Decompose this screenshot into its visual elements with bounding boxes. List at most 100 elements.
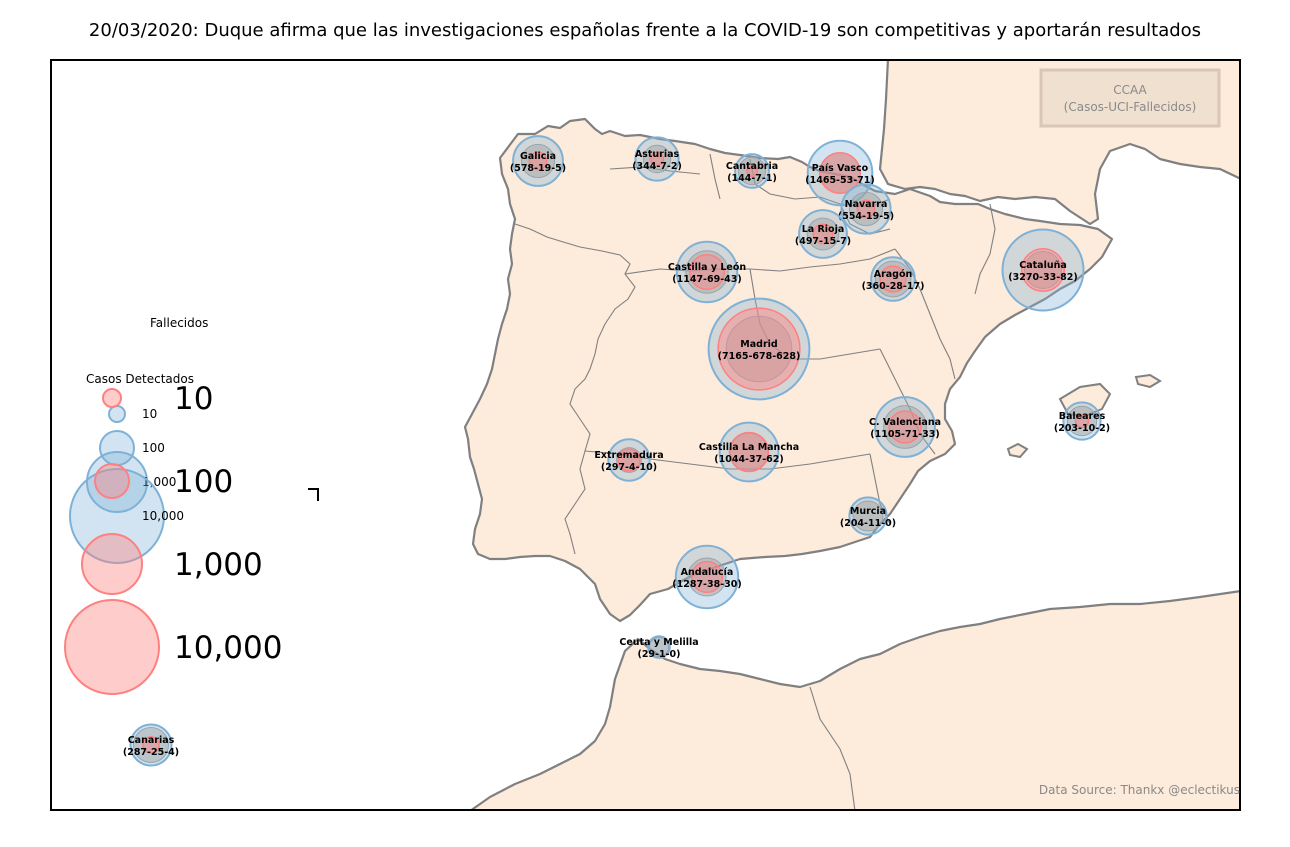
deaths-circle [142, 736, 160, 754]
legend-case-circle [108, 405, 126, 423]
uci-circle [806, 217, 840, 251]
uci-circle [725, 315, 793, 383]
deaths-circle [688, 253, 726, 291]
deaths-circle [1020, 247, 1066, 293]
cases-circle [1062, 401, 1102, 441]
cases-circle [634, 136, 680, 182]
cases-circle [848, 496, 888, 536]
legend-case-label: 100 [142, 441, 165, 455]
region-values-label: (144-7-1) [727, 173, 777, 184]
region-values-label: (1147-69-43) [672, 274, 741, 285]
region-values-label: (360-28-17) [862, 281, 925, 292]
internal-borders [514, 153, 996, 555]
region-name-label: Asturias [635, 149, 680, 160]
north-africa-land [468, 589, 1241, 811]
uci-circle [642, 144, 672, 174]
deaths-circle [746, 165, 758, 177]
region-bubble: Navarra(554-19-5) [838, 183, 894, 235]
region-name-label: Canarias [128, 735, 175, 746]
cases-circle [647, 635, 671, 659]
region-values-label: (497-15-7) [795, 236, 851, 247]
uci-circle [133, 727, 169, 763]
region-name-label: Castilla y León [668, 262, 747, 273]
legend-death-circle [102, 388, 122, 408]
legend-death-circle [94, 463, 130, 499]
uci-circle [685, 250, 729, 294]
uci-circle [1024, 251, 1062, 289]
uci-circle [1066, 405, 1098, 437]
cases-circle [1001, 228, 1085, 312]
mallorca-island [1058, 382, 1112, 418]
uci-circle [737, 156, 767, 186]
region-values-label: (287-25-4) [123, 747, 179, 758]
region-values-label: (29-1-0) [637, 649, 680, 660]
cases-circle [840, 183, 892, 235]
legend-case-label: 10 [142, 407, 157, 421]
region-name-label: Ceuta y Melilla [619, 637, 698, 648]
region-name-label: País Vasco [812, 163, 869, 174]
region-name-label: Andalucía [681, 567, 734, 578]
region-bubble: Baleares(203-10-2) [1054, 401, 1110, 441]
legend-death-label: 100 [174, 464, 233, 500]
region-values-label: (7165-678-628) [718, 351, 801, 362]
region-bubble: Canarias(287-25-4) [123, 723, 179, 767]
deaths-circle [717, 307, 801, 391]
map-canvas: CCAA (Casos-UCI-Fallecidos) Data Source:… [50, 59, 1241, 811]
cases-circle [798, 209, 848, 259]
region-name-label: Galicia [520, 151, 556, 162]
uci-circle [848, 191, 884, 227]
region-bubble: C. Valenciana(1105-71-33) [869, 396, 941, 458]
uci-circle [687, 557, 727, 597]
deaths-circle [649, 151, 665, 167]
region-bubble: Andalucía(1287-38-30) [672, 544, 742, 610]
legend-case-label: 10,000 [142, 509, 184, 523]
legend-cases-title: Casos Detectados [86, 372, 194, 386]
info-box-line2: (Casos-UCI-Fallecidos) [1064, 100, 1197, 114]
region-bubble: Castilla La Mancha(1044-37-62) [699, 421, 799, 483]
region-bubbles: Galicia(578-19-5) Asturias(344-7-2) Cantab… [123, 135, 1110, 767]
region-name-label: Madrid [740, 339, 777, 350]
menorca-island [1134, 373, 1162, 389]
deaths-circle [728, 431, 770, 473]
region-bubble: La Rioja(497-15-7) [795, 209, 851, 259]
legend-deaths-title: Fallecidos [150, 316, 208, 330]
info-box: CCAA (Casos-UCI-Fallecidos) [1039, 68, 1221, 128]
uci-circle [520, 143, 556, 179]
cases-circle [718, 421, 780, 483]
region-bubble: Cataluña(3270-33-82) [1001, 228, 1085, 312]
legend-death-label: 10,000 [174, 630, 282, 666]
legend-death-circle [81, 533, 143, 595]
region-values-label: (578-19-5) [510, 163, 566, 174]
data-source-label: Data Source: Thankx @eclectikus [1039, 783, 1240, 797]
region-name-label: C. Valenciana [869, 417, 941, 428]
deaths-circle [812, 223, 834, 245]
region-name-label: Cataluña [1019, 260, 1067, 271]
deaths-circle [879, 265, 907, 293]
map-border [50, 59, 1241, 811]
region-bubble: Castilla y León(1147-69-43) [668, 240, 747, 304]
legend-death-label: 1,000 [174, 547, 263, 583]
cases-circle [707, 297, 811, 401]
uci-circle [616, 447, 642, 473]
region-values-label: (297-4-10) [601, 462, 657, 473]
uci-circle [852, 500, 884, 532]
deaths-circle [1074, 413, 1090, 429]
region-bubble: Extremadura(297-4-10) [594, 438, 664, 482]
cases-circle [674, 544, 740, 610]
region-values-label: (1465-53-71) [805, 175, 874, 186]
region-bubble: Cantabria(144-7-1) [726, 153, 778, 189]
deaths-circle [617, 448, 641, 472]
region-bubble: Murcia(204-11-0) [840, 496, 896, 536]
uci-circle [649, 637, 669, 657]
legend-case-label: 1,000 [142, 475, 176, 489]
region-name-label: Cantabria [726, 161, 778, 172]
region-name-label: La Rioja [802, 224, 845, 235]
region-bubble: Aragón(360-28-17) [862, 256, 925, 302]
deaths-circle [856, 199, 876, 219]
cases-circle [607, 438, 651, 482]
deaths-circle [690, 560, 724, 594]
cases-circle [734, 153, 770, 189]
region-name-label: Extremadura [594, 450, 663, 461]
region-values-label: (203-10-2) [1054, 423, 1110, 434]
region-values-label: (554-19-5) [838, 211, 894, 222]
